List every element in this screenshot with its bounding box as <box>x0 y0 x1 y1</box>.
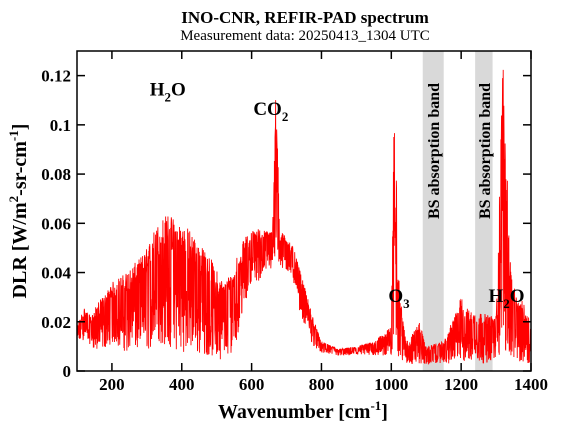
annotation-4: H2O <box>489 286 525 311</box>
band-label-1: BS absorption band <box>426 83 443 219</box>
chart-title: INO-CNR, REFIR-PAD spectrum <box>181 8 429 27</box>
annotation-3: O3 <box>388 286 410 311</box>
y-tick-label: 0.02 <box>41 313 71 332</box>
absorption-band-2 <box>475 51 493 371</box>
labels-layer: BS absorption band BS absorption band H2O C… <box>150 79 525 311</box>
x-tick-label: 1200 <box>444 375 478 394</box>
ticks-layer: 200 400 600 800 1000 1200 1400 0 0.02 0.04 0.06 0.0… <box>41 51 548 394</box>
x-tick-label: 400 <box>169 375 195 394</box>
y-axis-label: DLR [W/m2-sr-cm-1] <box>6 124 31 299</box>
bands-layer <box>422 51 493 371</box>
y-tick-label: 0.08 <box>41 165 71 184</box>
x-tick-label: 200 <box>99 375 125 394</box>
series-layer <box>76 69 532 365</box>
band-label-2: BS absorption band <box>477 83 494 219</box>
absorption-band-1 <box>422 51 444 371</box>
x-tick-label: 800 <box>309 375 335 394</box>
y-tick-label: 0.06 <box>41 214 71 233</box>
y-tick-label: 0.12 <box>41 67 71 86</box>
plot-frame <box>76 50 532 372</box>
x-tick-label: 1400 <box>514 375 548 394</box>
annotation-2: CO2 <box>253 99 288 124</box>
annotation-1: H2O <box>150 79 186 104</box>
x-tick-label: 1000 <box>374 375 408 394</box>
x-axis-label: Wavenumber [cm-1] <box>218 398 388 423</box>
y-tick-label: 0.04 <box>41 264 71 283</box>
chart-subtitle: Measurement data: 20250413_1304 UTC <box>180 28 430 44</box>
x-tick-label: 600 <box>239 375 265 394</box>
spectrum-line-1 <box>76 69 532 365</box>
y-tick-label: 0.1 <box>50 116 71 135</box>
y-tick-label: 0 <box>63 362 72 381</box>
